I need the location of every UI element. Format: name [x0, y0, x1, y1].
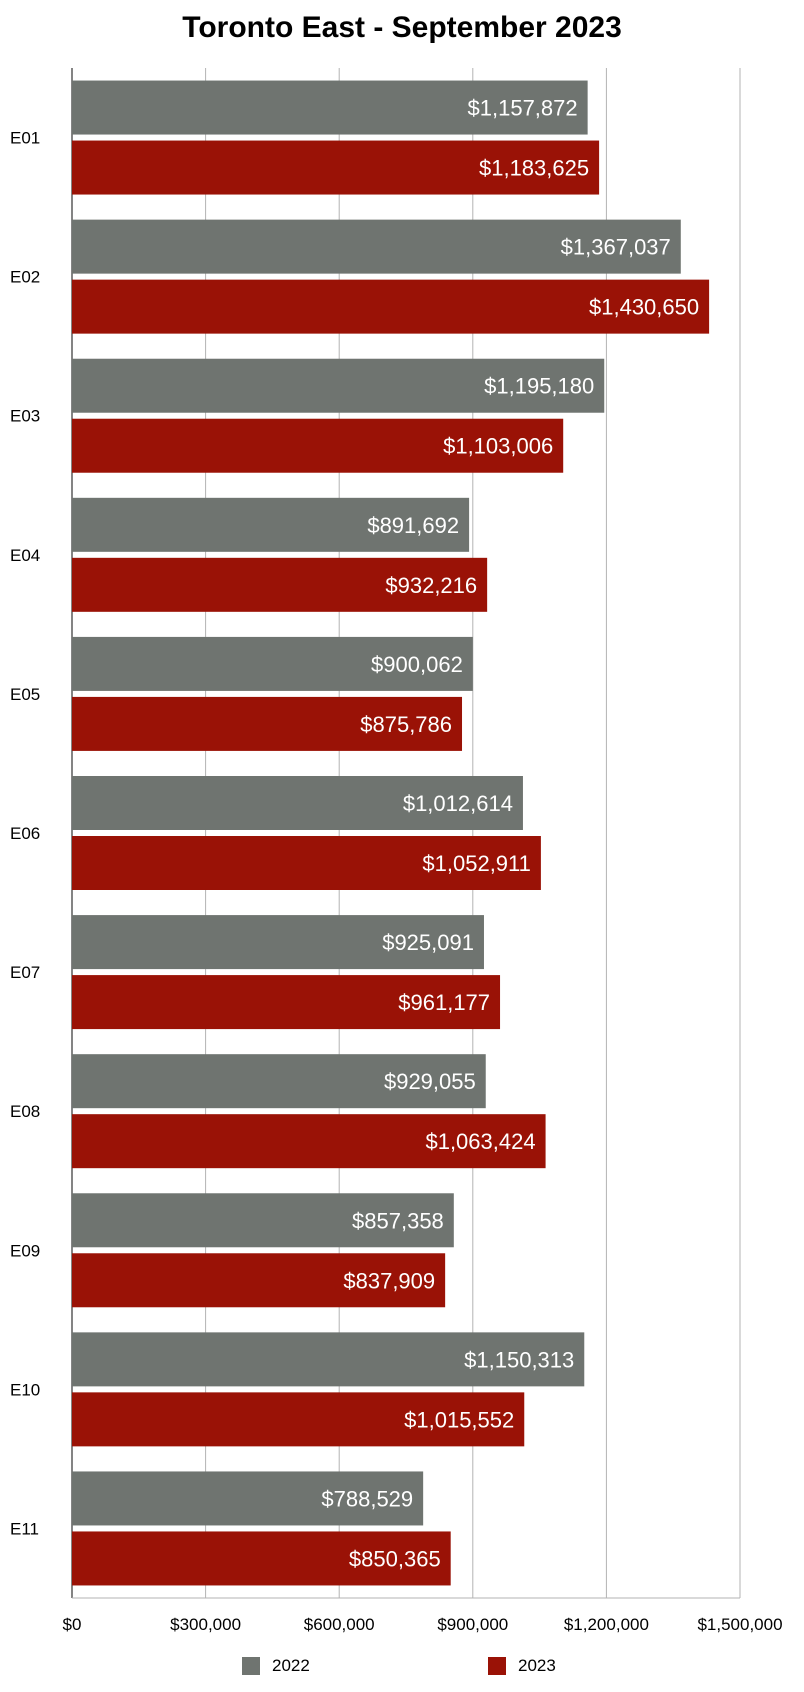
bar-e09-2023[interactable] [72, 1253, 446, 1308]
bar-e07-2023[interactable] [72, 975, 501, 1030]
bar-value-label: $900,062 [371, 652, 463, 677]
bar-e10-2022[interactable] [72, 1332, 585, 1387]
category-label-e03: E03 [10, 407, 40, 426]
bar-value-label: $1,195,180 [484, 374, 594, 399]
bar-e01-2022[interactable] [72, 80, 588, 135]
category-label-e11: E11 [10, 1519, 39, 1538]
legend-label-2023: 2023 [518, 1656, 556, 1675]
x-tick-label: $1,200,000 [564, 1615, 649, 1634]
bar-value-label: $1,150,313 [464, 1347, 574, 1372]
bar-e05-2022[interactable] [72, 636, 473, 691]
bar-value-label: $1,183,625 [479, 156, 589, 181]
bar-value-label: $850,365 [349, 1546, 441, 1571]
x-tick-label: $0 [63, 1615, 82, 1634]
bar-value-label: $857,358 [352, 1208, 444, 1233]
bar-value-label: $891,692 [367, 513, 459, 538]
bar-e10-2023[interactable] [72, 1392, 525, 1447]
bar-value-label: $961,177 [398, 990, 490, 1015]
x-tick-label: $1,500,000 [697, 1615, 782, 1634]
legend-item-2022[interactable]: 2022 [242, 1656, 310, 1676]
bar-value-labels: $1,157,872 $1,183,625 $1,367,037 $1,430,650… [321, 96, 699, 1572]
bar-e01-2023[interactable] [72, 140, 600, 195]
legend-item-2023[interactable]: 2023 [488, 1656, 556, 1676]
chart-title: Toronto East - September 2023 [182, 11, 622, 44]
x-tick-label: $600,000 [304, 1615, 375, 1634]
category-label-e06: E06 [10, 824, 40, 843]
bar-e02-2022[interactable] [72, 219, 681, 274]
bar-e11-2022[interactable] [72, 1471, 424, 1526]
legend-swatch-2022 [242, 1657, 260, 1675]
x-axis-tick-labels: $0 $300,000 $600,000 $900,000 $1,200,000 $1,5… [63, 1615, 783, 1634]
bar-value-label: $1,052,911 [422, 851, 530, 876]
bar-value-label: $929,055 [384, 1069, 476, 1094]
category-label-e04: E04 [10, 546, 40, 565]
bar-value-label: $932,216 [385, 573, 477, 598]
x-tick-label: $300,000 [170, 1615, 241, 1634]
legend-label-2022: 2022 [272, 1656, 310, 1675]
bar-value-label: $875,786 [360, 712, 452, 737]
bar-e03-2023[interactable] [72, 418, 564, 473]
bar-e05-2023[interactable] [72, 696, 463, 751]
bar-e06-2023[interactable] [72, 836, 541, 890]
legend-swatch-2023 [488, 1657, 506, 1675]
category-label-e07: E07 [10, 963, 40, 982]
category-label-e02: E02 [10, 268, 40, 287]
bar-e11-2023[interactable] [72, 1531, 451, 1586]
bar-value-label: $1,157,872 [468, 96, 578, 121]
bar-value-label: $1,367,037 [561, 235, 671, 260]
bar-e09-2022[interactable] [72, 1193, 454, 1248]
bar-e08-2022[interactable] [72, 1054, 486, 1109]
category-label-e09: E09 [10, 1241, 40, 1260]
bar-value-label: $837,909 [343, 1268, 435, 1293]
bar-e07-2022[interactable] [72, 915, 484, 970]
bar-e04-2022[interactable] [72, 497, 470, 552]
bar-e02-2023[interactable] [72, 279, 710, 334]
bar-e08-2023[interactable] [72, 1114, 546, 1169]
bar-e04-2023[interactable] [72, 557, 488, 612]
bar-value-label: $925,091 [382, 930, 474, 955]
bar-value-label: $1,012,614 [403, 791, 513, 816]
bar-value-label: $788,529 [321, 1486, 413, 1511]
category-label-e05: E05 [10, 685, 40, 704]
bar-e03-2022[interactable] [72, 358, 605, 413]
x-tick-label: $900,000 [437, 1615, 508, 1634]
category-label-e10: E10 [10, 1380, 40, 1399]
bar-value-label: $1,063,424 [425, 1129, 535, 1154]
category-labels: E01 E02 E03 E04 E05 E06 E07 E08 E09 E10 E11 [10, 129, 40, 1539]
bar-e06-2022[interactable] [72, 776, 523, 830]
bars [72, 80, 710, 1586]
legend: 2022 2023 [0, 1656, 804, 1682]
category-label-e08: E08 [10, 1102, 40, 1121]
bar-value-label: $1,015,552 [404, 1407, 514, 1432]
bar-value-label: $1,103,006 [443, 434, 553, 459]
bar-value-label: $1,430,650 [589, 295, 699, 320]
category-label-e01: E01 [10, 129, 40, 148]
